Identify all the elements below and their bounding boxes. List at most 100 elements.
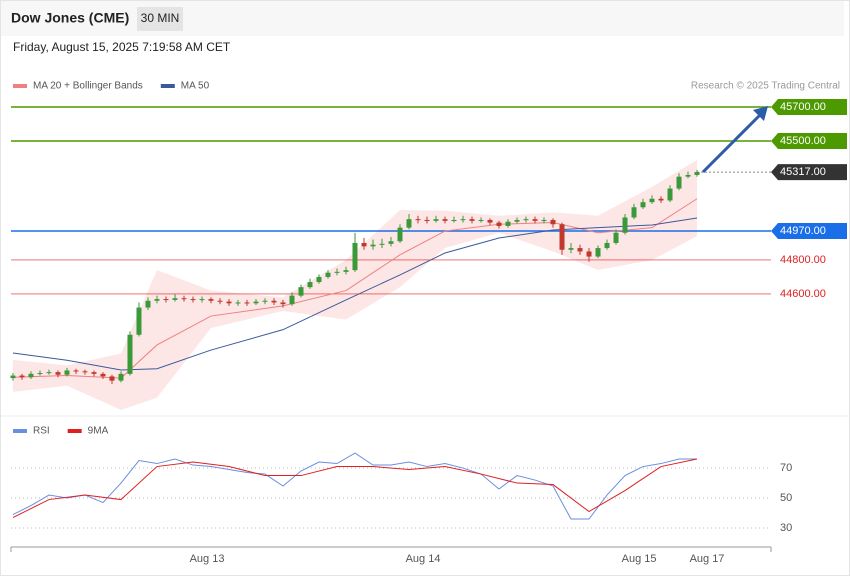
level-label: 44800.00	[780, 254, 826, 266]
candle-body	[586, 251, 592, 257]
candle-body	[541, 220, 547, 222]
series-line	[12, 217, 698, 371]
source: Research © 2025 Trading Central	[691, 81, 840, 92]
level-box	[771, 132, 847, 149]
candle-body	[82, 371, 88, 373]
candle-body	[514, 220, 520, 222]
candle-body	[496, 222, 502, 226]
level-label: 45500.00	[780, 135, 826, 147]
candle-body	[325, 272, 331, 277]
timeframe-button[interactable]	[137, 7, 183, 31]
candle-body	[631, 207, 637, 218]
candle-body	[595, 248, 601, 257]
y-tick-label: 70	[780, 462, 792, 474]
y-tick-label: 30	[780, 522, 792, 534]
candle-body	[559, 224, 565, 250]
x-tick-label: Aug 17	[690, 553, 725, 565]
candle-body	[640, 202, 646, 208]
candle-body	[145, 300, 151, 308]
legend-swatch	[67, 429, 82, 433]
candle-body	[181, 298, 187, 300]
candle-body	[307, 282, 313, 288]
candle-body	[289, 295, 295, 305]
candle-body	[235, 302, 241, 304]
candle-body	[244, 302, 250, 304]
candle-body	[109, 376, 115, 381]
candle-body	[577, 248, 583, 252]
x-tick-label: Aug 13	[190, 553, 225, 565]
candle-body	[433, 219, 439, 221]
candle-body	[154, 299, 160, 301]
legend-swatch	[160, 84, 175, 88]
candle-body	[190, 299, 196, 301]
candle-body	[136, 307, 142, 335]
candle-body	[667, 188, 673, 201]
candle-body	[451, 220, 457, 222]
x-tick-label: Aug 15	[622, 553, 657, 565]
projection-arrow	[701, 106, 768, 174]
legend-label: MA 50	[181, 81, 210, 92]
candle-body	[100, 373, 106, 377]
candle-body	[550, 220, 556, 225]
timeframe[interactable]: 30 MIN	[141, 11, 180, 25]
candle-body	[478, 220, 484, 222]
candle-body	[469, 219, 475, 221]
candle-body	[199, 299, 205, 301]
candle-body	[352, 242, 358, 271]
legend-label: MA 20 + Bollinger Bands	[33, 81, 143, 92]
level-box	[771, 164, 847, 181]
level-label: 44970.00	[780, 225, 826, 237]
candle-body	[64, 370, 70, 375]
candle-body	[460, 219, 466, 221]
level-label: 45700.00	[780, 101, 826, 113]
candle-body	[217, 300, 223, 302]
level-box	[771, 223, 847, 240]
candle-body	[622, 217, 628, 233]
candle-body	[298, 287, 304, 296]
legend-swatch	[13, 84, 27, 88]
candle-body	[226, 301, 232, 304]
candle-body	[262, 300, 268, 302]
candle-body	[343, 270, 349, 272]
candle-body	[19, 375, 25, 378]
candle-body	[46, 372, 52, 374]
candle-body	[676, 176, 682, 189]
candle-body	[73, 370, 79, 372]
candle-body	[55, 372, 61, 375]
candle-body	[658, 198, 664, 201]
candle-body	[685, 174, 691, 177]
candle-body	[163, 299, 169, 301]
candle-body	[10, 375, 16, 379]
series-line	[12, 198, 698, 379]
x-tick-label: Aug 14	[406, 553, 441, 565]
candle-body	[415, 219, 421, 221]
candle-body	[280, 302, 286, 305]
candle-body	[604, 242, 610, 249]
y-tick-label: 50	[780, 492, 792, 504]
legend-label: RSI	[33, 426, 50, 437]
level-label: 45317.00	[780, 166, 826, 178]
candle-body	[379, 243, 385, 245]
candle-body	[316, 276, 322, 283]
candle-body	[613, 232, 619, 243]
candle-body	[208, 299, 214, 301]
arrow-head	[753, 106, 768, 121]
candle-body	[568, 248, 574, 250]
candle-body	[532, 219, 538, 221]
candle-body	[271, 300, 277, 303]
candle-body	[28, 373, 34, 378]
candle-body	[91, 372, 97, 374]
candle-body	[37, 373, 43, 375]
candle-body	[424, 220, 430, 222]
candle-body	[388, 241, 394, 244]
candle-body	[487, 220, 493, 223]
timestamp: Friday, August 15, 2025 7:19:58 AM CET	[13, 40, 231, 54]
candle-body	[397, 227, 403, 242]
candle-body	[253, 301, 259, 304]
title: Dow Jones (CME)	[11, 10, 129, 26]
candle-body	[442, 219, 448, 221]
candle-body	[694, 172, 700, 175]
level-label: 44600.00	[780, 288, 826, 300]
candle-body	[370, 244, 376, 247]
